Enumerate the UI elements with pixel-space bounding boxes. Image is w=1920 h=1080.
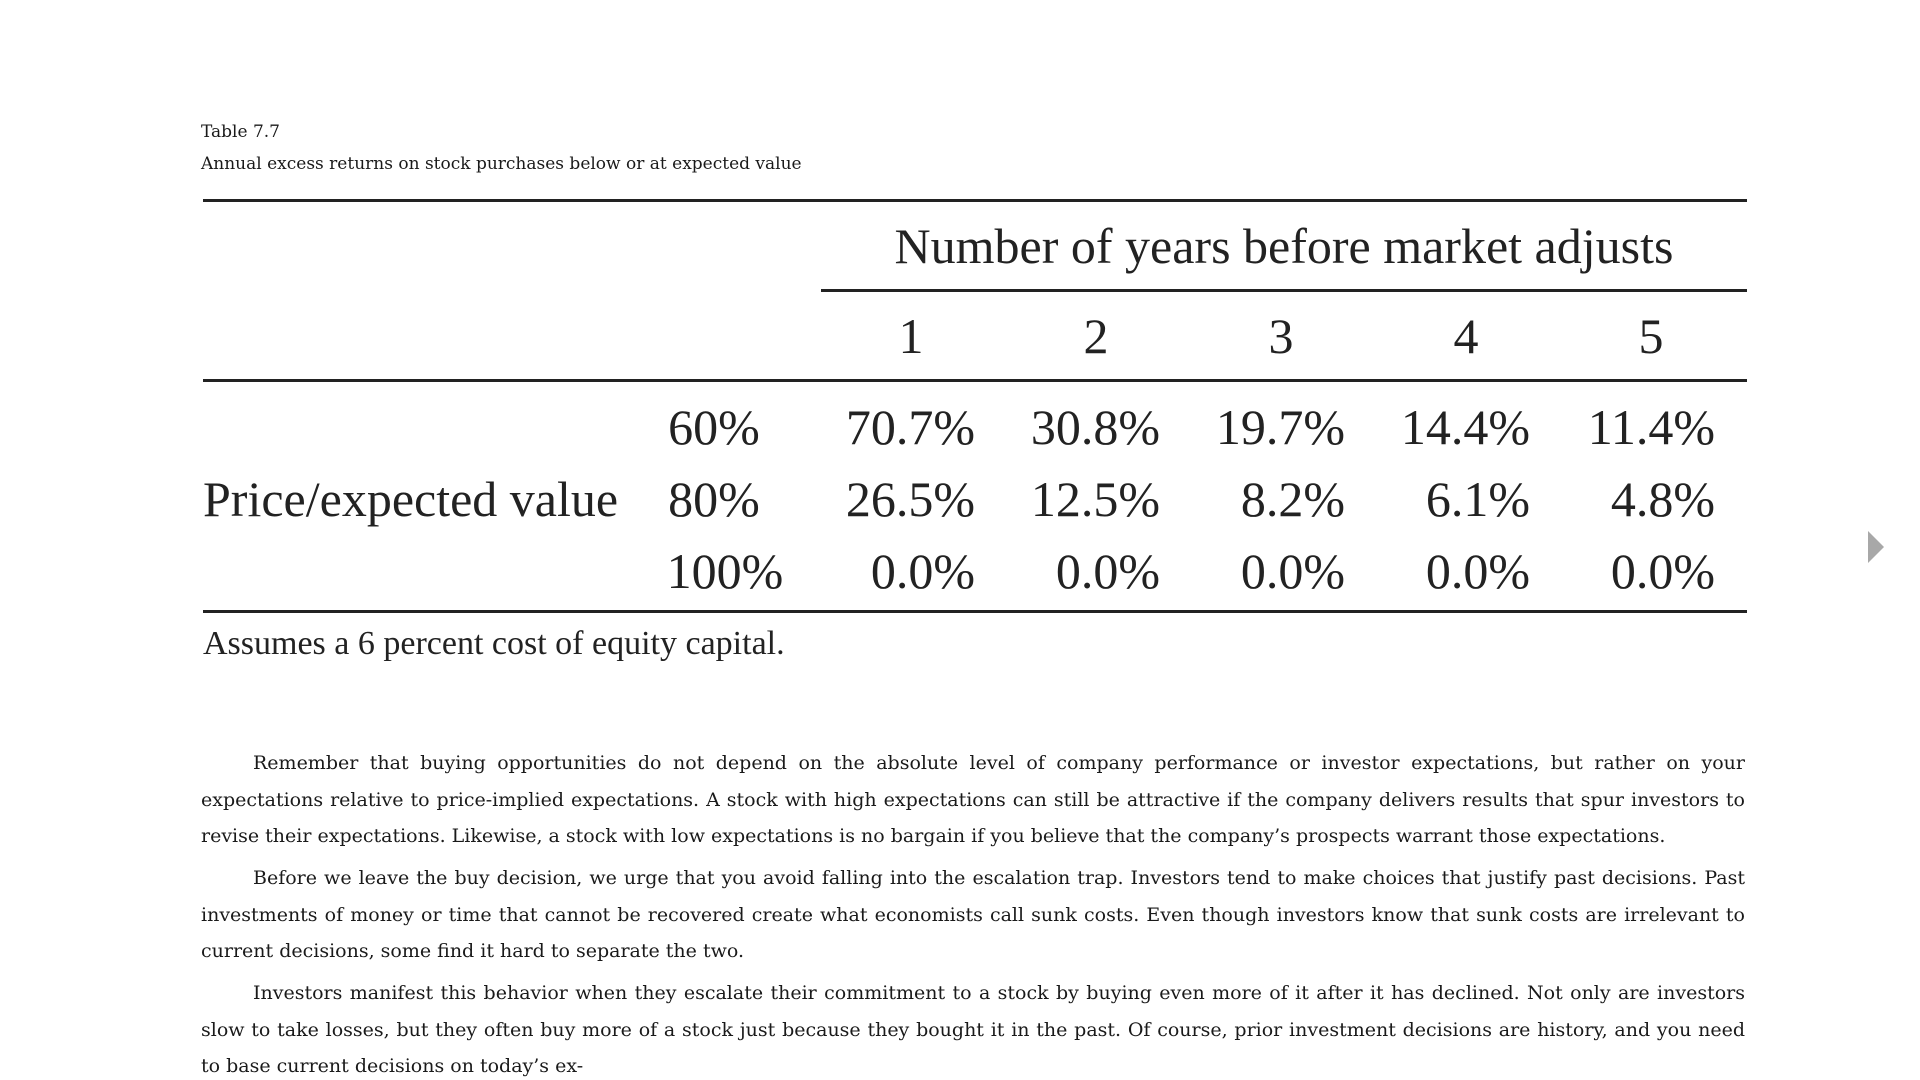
ratio-label: 80% xyxy=(668,471,760,527)
table-caption: Annual excess returns on stock purchases… xyxy=(201,154,802,174)
year-header: 1 xyxy=(898,308,924,364)
table-cell: 0.0% xyxy=(1425,543,1530,599)
year-header: 4 xyxy=(1453,308,1479,364)
table-cell: 12.5% xyxy=(1030,471,1160,527)
table-bottom-rule xyxy=(203,610,1747,613)
table-cell: 30.8% xyxy=(1030,399,1160,455)
table-cell: 0.0% xyxy=(870,543,975,599)
paragraph: Remember that buying opportunities do no… xyxy=(201,752,1745,847)
table-label: Table 7.7 xyxy=(201,122,280,142)
column-group-rule xyxy=(821,289,1747,292)
paragraph: Before we leave the buy decision, we urg… xyxy=(201,867,1745,962)
table-cell: 8.2% xyxy=(1240,471,1345,527)
row-group-label: Price/expected value xyxy=(203,471,619,527)
table-cell: 70.7% xyxy=(845,399,975,455)
column-group-title: Number of years before market adjusts xyxy=(894,218,1674,274)
year-header: 3 xyxy=(1268,308,1294,364)
table-top-rule xyxy=(203,199,1747,202)
table-cell: 11.4% xyxy=(1587,399,1715,455)
returns-table: Number of years before market adjusts 1 … xyxy=(203,199,1747,669)
ratio-label: 60% xyxy=(668,399,760,455)
table-cell: 0.0% xyxy=(1055,543,1160,599)
table-cell: 14.4% xyxy=(1400,399,1530,455)
table-cell: 4.8% xyxy=(1610,471,1715,527)
table-cell: 0.0% xyxy=(1240,543,1345,599)
body-text: Remember that buying opportunities do no… xyxy=(201,745,1745,1080)
table-header-rule xyxy=(203,379,1747,382)
ratio-label: 100% xyxy=(666,543,784,599)
table-cell: 0.0% xyxy=(1610,543,1715,599)
table-cell: 6.1% xyxy=(1425,471,1530,527)
table-cell: 19.7% xyxy=(1215,399,1345,455)
year-header: 2 xyxy=(1083,308,1109,364)
year-header: 5 xyxy=(1638,308,1664,364)
document-page: Table 7.7 Annual excess returns on stock… xyxy=(201,120,1747,662)
table-footnote: Assumes a 6 percent cost of equity capit… xyxy=(203,625,785,662)
table-cell: 26.5% xyxy=(845,471,975,527)
paragraph: Investors manifest this behavior when th… xyxy=(201,982,1745,1077)
chevron-right-icon[interactable] xyxy=(1868,531,1884,563)
